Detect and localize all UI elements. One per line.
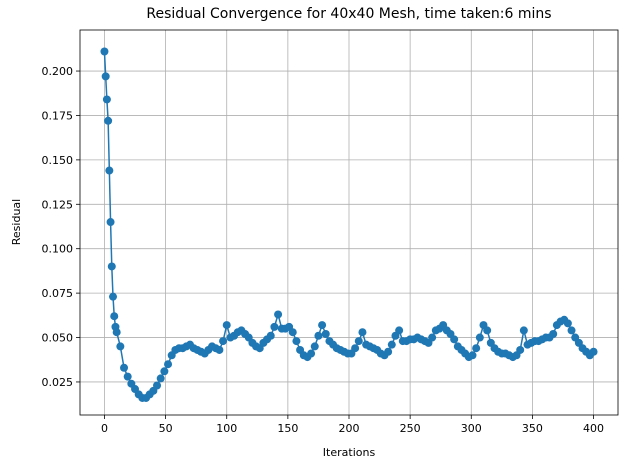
data-point [274,310,283,319]
data-point [105,166,114,175]
x-tick-label: 0 [101,422,108,435]
y-tick-label: 0.025 [42,376,74,389]
x-tick-label: 150 [277,422,298,435]
data-point [106,218,115,227]
data-point [318,321,327,330]
data-point [153,381,162,390]
data-point [567,326,576,335]
data-point [100,47,109,56]
data-point [472,344,481,353]
y-tick-label: 0.100 [42,243,74,256]
data-point [266,331,275,340]
data-point [428,333,437,342]
data-point [104,116,113,125]
data-point [270,322,279,331]
data-point [519,326,528,335]
data-point [110,312,119,321]
data-point [475,333,484,342]
data-point [156,374,165,383]
data-point [358,328,367,337]
data-point [395,326,404,335]
data-point [321,329,330,338]
data-point [351,344,360,353]
data-point [292,337,301,346]
data-point [215,345,224,354]
data-point [102,95,111,104]
data-point [160,367,169,376]
x-tick-label: 350 [522,422,543,435]
data-point [314,331,323,340]
data-point [288,328,297,337]
data-point [123,372,132,381]
data-point [450,335,459,344]
y-tick-label: 0.175 [42,109,74,122]
data-point [589,347,598,356]
data-point [307,349,316,358]
y-tick-label: 0.200 [42,65,74,78]
x-tick-label: 100 [216,422,237,435]
data-point [116,342,125,351]
data-point [483,326,492,335]
chart-title: Residual Convergence for 40x40 Mesh, tim… [146,6,551,22]
data-point [109,292,118,301]
data-point [354,337,363,346]
data-point [516,345,525,354]
x-tick-label: 300 [461,422,482,435]
x-axis-label: Iterations [323,446,376,459]
x-tick-label: 250 [400,422,421,435]
data-point [468,351,477,360]
data-point [563,319,572,328]
y-axis-label: Residual [10,199,23,245]
data-point [112,328,121,337]
data-point [222,321,231,330]
data-point [549,329,558,338]
x-tick-label: 200 [339,422,360,435]
data-point [219,337,228,346]
y-tick-label: 0.075 [42,287,74,300]
y-tick-label: 0.150 [42,154,74,167]
plot-frame [79,29,619,416]
data-point [101,72,110,81]
data-point [310,342,319,351]
data-point [387,340,396,349]
y-tick-label: 0.050 [42,332,74,345]
x-tick-label: 400 [583,422,604,435]
data-point [107,262,116,271]
data-point [120,363,129,372]
y-tick-label: 0.125 [42,198,74,211]
data-point [164,360,173,369]
x-tick-label: 50 [159,422,173,435]
data-point [384,347,393,356]
